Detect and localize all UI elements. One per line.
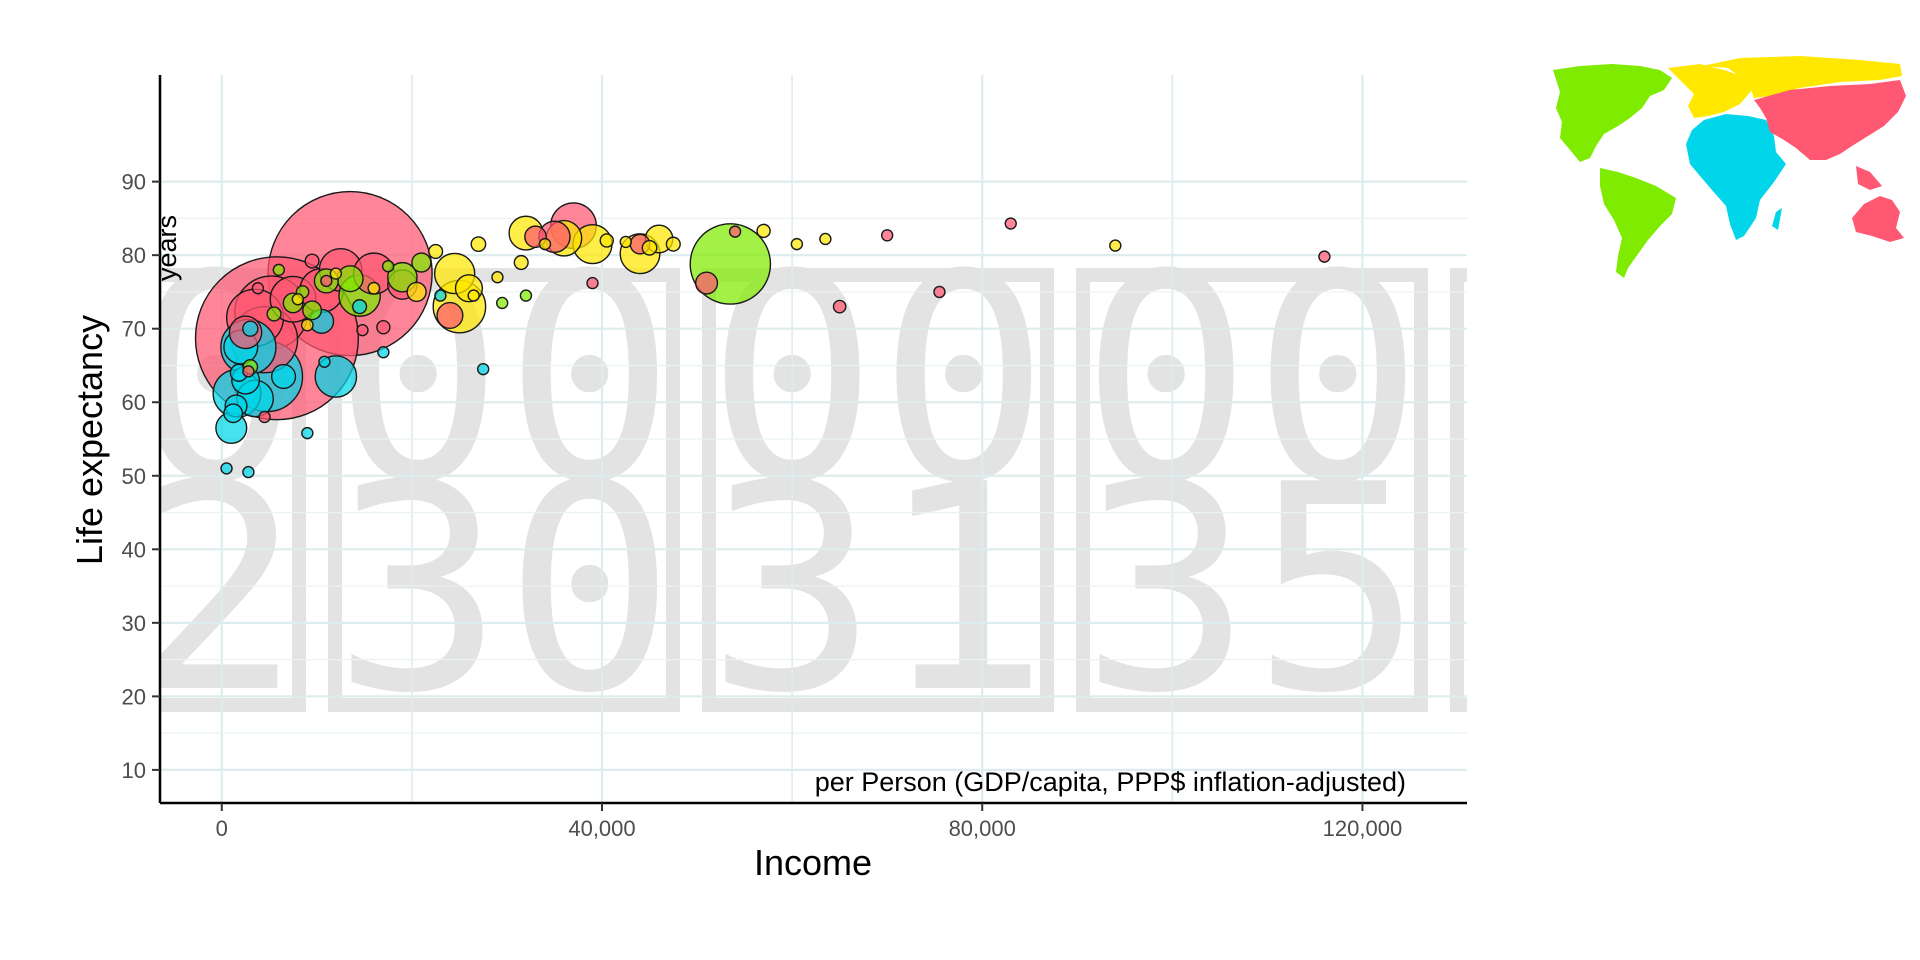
watermark-digits-bottom: 35 — [1454, 424, 1797, 756]
data-point-asia — [356, 323, 369, 337]
data-point-europe — [467, 289, 480, 302]
data-point-africa — [220, 462, 233, 475]
data-point-africa — [377, 346, 390, 359]
world-map-legend — [1553, 56, 1906, 278]
data-point-europe — [756, 223, 771, 239]
y-tick-label: 40 — [122, 537, 146, 562]
data-point-europe — [491, 271, 504, 284]
data-point-americas — [495, 296, 509, 310]
y-axis-note: years — [152, 215, 182, 281]
data-points — [194, 190, 1331, 479]
y-tick-label: 50 — [122, 464, 146, 489]
y-tick-label: 90 — [122, 170, 146, 195]
data-point-europe — [300, 318, 314, 332]
y-tick-label: 10 — [122, 758, 146, 783]
watermark-digits-top: 00 — [1080, 214, 1423, 546]
data-point-africa — [476, 362, 490, 376]
data-point-europe — [470, 236, 487, 253]
data-point-asia — [880, 229, 894, 242]
grid — [160, 75, 1467, 803]
watermark-box — [702, 268, 1054, 712]
data-point-americas — [266, 306, 282, 322]
watermark-digits-bottom: 35 — [1080, 424, 1423, 756]
data-point-africa — [301, 426, 314, 440]
data-point-americas — [302, 300, 323, 321]
data-point-asia — [1318, 250, 1331, 263]
data-point-asia — [1004, 217, 1017, 230]
x-tick-label: 40,000 — [568, 816, 635, 841]
data-point-asia — [933, 285, 946, 299]
data-point-asia — [376, 319, 391, 335]
watermark-box — [160, 268, 306, 712]
y-tick-label: 70 — [122, 317, 146, 342]
data-point-europe — [538, 237, 552, 251]
data-point-africa — [318, 355, 331, 368]
x-axis-title: Income — [754, 842, 872, 883]
watermark-box — [1450, 268, 1467, 712]
data-point-americas — [272, 263, 286, 277]
y-tick-label: 30 — [122, 611, 146, 636]
europe-region — [1668, 56, 1902, 118]
data-point-europe — [641, 239, 658, 256]
watermark-box — [1076, 268, 1428, 712]
data-point-americas — [519, 289, 533, 302]
y-axis-title: Life expectancy — [69, 315, 110, 565]
data-point-europe — [790, 237, 804, 251]
data-point-asia — [251, 282, 265, 295]
data-point-europe — [665, 236, 681, 252]
data-point-europe — [406, 281, 427, 303]
data-point-asia — [832, 299, 847, 314]
data-point-americas — [336, 265, 364, 293]
data-point-americas — [381, 259, 395, 273]
asia-region — [1754, 80, 1906, 242]
data-point-africa — [434, 289, 447, 302]
watermark-digits-bottom: 32 — [0, 424, 302, 756]
data-point-africa — [242, 465, 255, 479]
data-point-africa — [223, 403, 244, 424]
y-tick-label: 60 — [122, 390, 146, 415]
watermark-digits-top: 00 — [1454, 214, 1797, 546]
data-point-asia — [728, 225, 742, 238]
watermark-digits-bottom: 31 — [706, 424, 1049, 756]
data-point-africa — [270, 363, 297, 390]
data-point-europe — [599, 233, 614, 248]
data-point-asia — [320, 274, 333, 288]
data-point-europe — [819, 232, 832, 246]
x-tick-label: 0 — [216, 816, 228, 841]
data-point-asia — [258, 410, 271, 424]
data-point-europe — [291, 293, 305, 306]
data-point-asia — [242, 365, 255, 378]
data-point-europe — [367, 281, 381, 295]
x-tick-label: 120,000 — [1323, 816, 1403, 841]
data-point-europe — [1109, 239, 1122, 252]
watermark-box — [328, 268, 680, 712]
americas-region — [1553, 64, 1676, 278]
data-point-africa — [242, 320, 259, 337]
ticks: 0 40,000 80,000 120,000 10 20 30 40 50 60 70 80 90 — [122, 170, 1403, 841]
data-point-asia — [694, 271, 719, 295]
data-point-europe — [428, 243, 444, 260]
data-point-asia — [304, 253, 320, 269]
africa-region — [1686, 114, 1786, 240]
axes — [158, 75, 1467, 805]
x-tick-label: 80,000 — [949, 816, 1016, 841]
data-point-europe — [619, 235, 632, 249]
y-tick-label: 20 — [122, 684, 146, 709]
y-tick-label: 80 — [122, 243, 146, 268]
background-year-watermark: 00320030003100350035 — [0, 214, 1797, 756]
x-axis-note: per Person (GDP/capita, PPP$ inflation-a… — [815, 767, 1406, 797]
data-point-asia — [586, 276, 599, 290]
data-point-asia — [436, 301, 464, 330]
data-point-africa — [352, 299, 368, 315]
data-point-europe — [329, 267, 343, 280]
data-point-americas — [411, 252, 432, 273]
data-point-europe — [513, 254, 529, 271]
watermark-digits-bottom: 30 — [332, 424, 675, 756]
